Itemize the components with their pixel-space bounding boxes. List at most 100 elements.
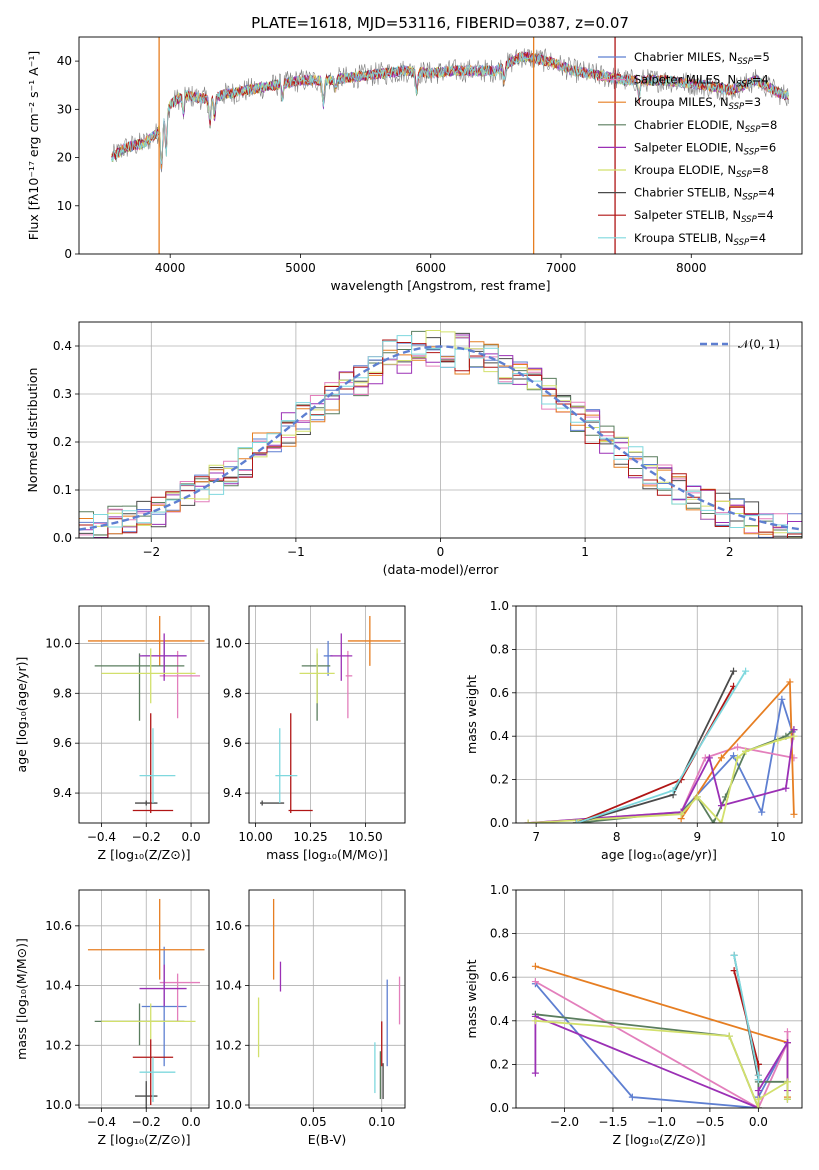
y-tick-label: 10.0 <box>45 636 72 650</box>
plus-marker <box>786 678 794 686</box>
plus-marker <box>783 1095 791 1103</box>
y-tick-label: 0.3 <box>53 387 72 401</box>
axes-frame <box>78 605 210 824</box>
panel-mass_vs_Z: −0.4 −0.2 0.0 10.0 10.2 10.4 10.6 Z [log₁₀(Z/Z⊙… <box>14 889 210 1147</box>
axes-frame <box>248 889 406 1109</box>
x-tick-label: 10.50 <box>348 830 382 844</box>
x-axis-label: Z [log₁₀(Z/Z⊙)] <box>613 1132 706 1147</box>
y-tick-label: 10.4 <box>215 979 242 993</box>
axes-frame <box>78 36 803 255</box>
x-tick-label: 8000 <box>676 261 707 275</box>
y-tick-label: 40 <box>57 54 72 68</box>
plus-marker <box>531 1069 539 1077</box>
legend-label: Kroupa ELODIE, NSSP=8 <box>634 163 769 180</box>
y-tick-label: 9.8 <box>223 686 242 700</box>
y-tick-label: 1.0 <box>490 599 509 613</box>
x-tick-label: 0.0 <box>182 1115 201 1129</box>
legend-label: 𝒩(0, 1) <box>738 337 780 351</box>
y-tick-label: 10.0 <box>215 1098 242 1112</box>
x-tick-label: 7000 <box>546 261 577 275</box>
plus-marker <box>730 752 738 760</box>
y-axis-label: Normed distribution <box>25 368 40 493</box>
legend-label: Kroupa MILES, NSSP=3 <box>634 95 761 112</box>
y-tick-label: 0.6 <box>490 970 509 984</box>
legend-label: Chabrier ELODIE, NSSP=8 <box>634 118 777 135</box>
x-tick-label: −2 <box>142 545 160 559</box>
plus-marker <box>628 1093 636 1101</box>
y-tick-label: 0.8 <box>490 642 509 656</box>
x-tick-label: −0.2 <box>132 1115 161 1129</box>
x-tick-label: −0.2 <box>132 830 161 844</box>
legend-label: Salpeter MILES, NSSP=4 <box>634 73 769 90</box>
mass-weight-line <box>576 670 735 823</box>
normal-curve <box>79 345 802 531</box>
plus-marker <box>778 695 786 703</box>
x-axis-label: Z [log₁₀(Z/Z⊙)] <box>98 1132 191 1147</box>
x-tick-label: 4000 <box>155 261 186 275</box>
y-tick-label: 0.0 <box>490 1101 509 1115</box>
mass-weight-line <box>576 729 795 823</box>
x-tick-label: 1 <box>581 545 589 559</box>
y-tick-label: 0.4 <box>490 729 509 743</box>
x-tick-label: −1.5 <box>598 1115 627 1129</box>
plus-marker <box>742 747 750 755</box>
y-tick-label: 10.6 <box>215 919 242 933</box>
x-tick-label: 0.0 <box>182 830 201 844</box>
plus-marker <box>790 810 798 818</box>
plus-marker <box>754 1104 762 1108</box>
y-tick-label: 9.4 <box>53 786 72 800</box>
y-tick-label: 0.2 <box>490 773 509 787</box>
y-tick-label: 0.6 <box>490 686 509 700</box>
mass-weight-line <box>528 735 795 823</box>
y-axis-label: Flux [fλ10⁻¹⁷ erg cm⁻² s⁻¹ A⁻¹] <box>26 51 41 240</box>
x-tick-label: 10.00 <box>238 830 272 844</box>
plot-area <box>516 890 802 1108</box>
plus-marker <box>669 786 677 794</box>
x-axis-label: E(B-V) <box>308 1132 347 1147</box>
plus-marker <box>774 737 782 745</box>
y-tick-label: 9.6 <box>223 736 242 750</box>
y-tick-label: 10.0 <box>45 1098 72 1112</box>
plus-marker <box>531 978 539 986</box>
x-tick-label: 10 <box>770 830 785 844</box>
plus-marker <box>758 808 766 816</box>
plot-area <box>79 890 209 1108</box>
y-tick-label: 0.1 <box>53 483 72 497</box>
legend: 𝒩(0, 1) <box>700 337 780 351</box>
axes-frame <box>515 889 803 1109</box>
y-tick-label: 10.4 <box>45 979 72 993</box>
x-tick-label: −1.0 <box>647 1115 676 1129</box>
x-tick-label: 2 <box>726 545 734 559</box>
plot-area <box>79 606 209 823</box>
panel-spectrum: 4000 5000 6000 7000 8000 0 10 20 30 40 wavelength … <box>26 36 803 293</box>
residual-histogram <box>79 335 802 538</box>
panel-age_vs_Z: −0.4 −0.2 0.0 9.4 9.6 9.8 10.0 Z [log₁₀(Z/Z⊙)] a… <box>14 605 210 862</box>
y-axis-label: mass weight <box>464 959 479 1038</box>
x-axis-label: wavelength [Angstrom, rest frame] <box>330 278 550 293</box>
plus-marker <box>742 667 750 675</box>
panel-age_vs_mass: 10.00 10.25 10.50 9.4 9.6 9.8 10.0 mass [log₁₀(… <box>215 605 406 862</box>
y-tick-label: 9.6 <box>53 736 72 750</box>
legend-label: Salpeter STELIB, NSSP=4 <box>634 208 774 225</box>
plus-marker <box>783 1039 791 1047</box>
plus-marker <box>730 951 738 959</box>
y-axis-label: age [log₁₀(age/yr)] <box>14 657 29 773</box>
axes-frame <box>78 321 803 539</box>
x-tick-label: −2.0 <box>550 1115 579 1129</box>
y-tick-label: 10.0 <box>215 636 242 650</box>
plus-marker <box>693 793 701 801</box>
y-tick-label: 1.0 <box>490 883 509 897</box>
plus-marker <box>677 810 685 818</box>
plus-marker <box>531 1017 539 1025</box>
panel-mass_vs_ebv: 0.05 0.10 10.0 10.2 10.4 10.6 E(B-V) <box>215 889 406 1147</box>
x-tick-label: −0.5 <box>695 1115 724 1129</box>
plus-marker <box>783 1078 791 1086</box>
plus-marker <box>717 754 725 762</box>
legend-label: Chabrier MILES, NSSP=5 <box>634 50 770 67</box>
plot-area <box>79 322 802 538</box>
figure-title: PLATE=1618, MJD=53116, FIBERID=0387, z=0… <box>251 14 629 32</box>
mass-weight-line <box>528 729 795 823</box>
plus-marker <box>705 754 713 762</box>
mass-weight-line <box>528 746 795 823</box>
panel-mass_weight_vs_age: 7 8 9 10 0.0 0.2 0.4 0.6 0.8 1.0 age [log₁₀(age/yr… <box>464 599 803 862</box>
